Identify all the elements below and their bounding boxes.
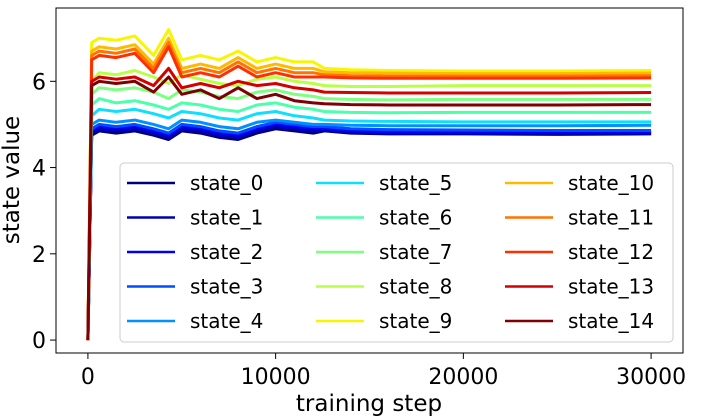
y-tick-label: 4 <box>32 157 46 182</box>
series-line-state-8 <box>86 69 652 341</box>
y-axis-label: state value <box>0 116 25 244</box>
series-line-state-6 <box>86 97 652 341</box>
legend-label: state_9 <box>379 309 452 333</box>
series-line-state-14 <box>86 75 652 341</box>
y-tick-label: 2 <box>32 243 46 268</box>
x-tick-label: 20000 <box>428 365 498 390</box>
y-axis: 0 2 4 6 <box>32 70 56 354</box>
legend-label: state_8 <box>379 275 452 299</box>
x-tick-label: 10000 <box>241 365 311 390</box>
x-axis: 0 10000 20000 30000 <box>81 353 686 390</box>
legend-label: state_3 <box>190 275 263 299</box>
legend-label: state_11 <box>568 206 654 230</box>
y-tick-label: 0 <box>32 329 46 354</box>
legend-label: state_6 <box>379 206 452 230</box>
legend: state_0 state_1 state_2 state_3 state_4 state… <box>119 162 674 343</box>
series-line-state-11 <box>86 41 652 341</box>
series-line-state-7 <box>86 86 652 341</box>
series-line-state-12 <box>86 45 652 341</box>
legend-label: state_2 <box>190 240 263 264</box>
legend-label: state_7 <box>379 240 452 264</box>
series-line-state-3 <box>86 120 652 341</box>
series-line-state-2 <box>86 122 652 341</box>
legend-label: state_10 <box>568 171 654 195</box>
series-line-state-5 <box>86 107 652 341</box>
legend-box <box>119 162 674 343</box>
legend-label: state_13 <box>568 275 654 299</box>
x-tick-label: 0 <box>81 365 95 390</box>
x-tick-label: 30000 <box>616 365 686 390</box>
y-tick-label: 6 <box>32 70 46 95</box>
legend-label: state_14 <box>568 309 654 333</box>
legend-label: state_4 <box>190 309 263 333</box>
legend-label: state_12 <box>568 240 654 264</box>
series-line-state-10 <box>86 36 652 341</box>
x-axis-label: training step <box>296 391 442 416</box>
series-layer <box>86 28 652 341</box>
legend-label: state_0 <box>190 171 263 195</box>
series-line-state-4 <box>86 118 652 341</box>
legend-label: state_1 <box>190 206 263 230</box>
legend-label: state_5 <box>379 171 452 195</box>
series-line-state-9 <box>86 28 652 341</box>
plot-frame <box>55 7 684 354</box>
series-line-state-13 <box>86 66 652 341</box>
